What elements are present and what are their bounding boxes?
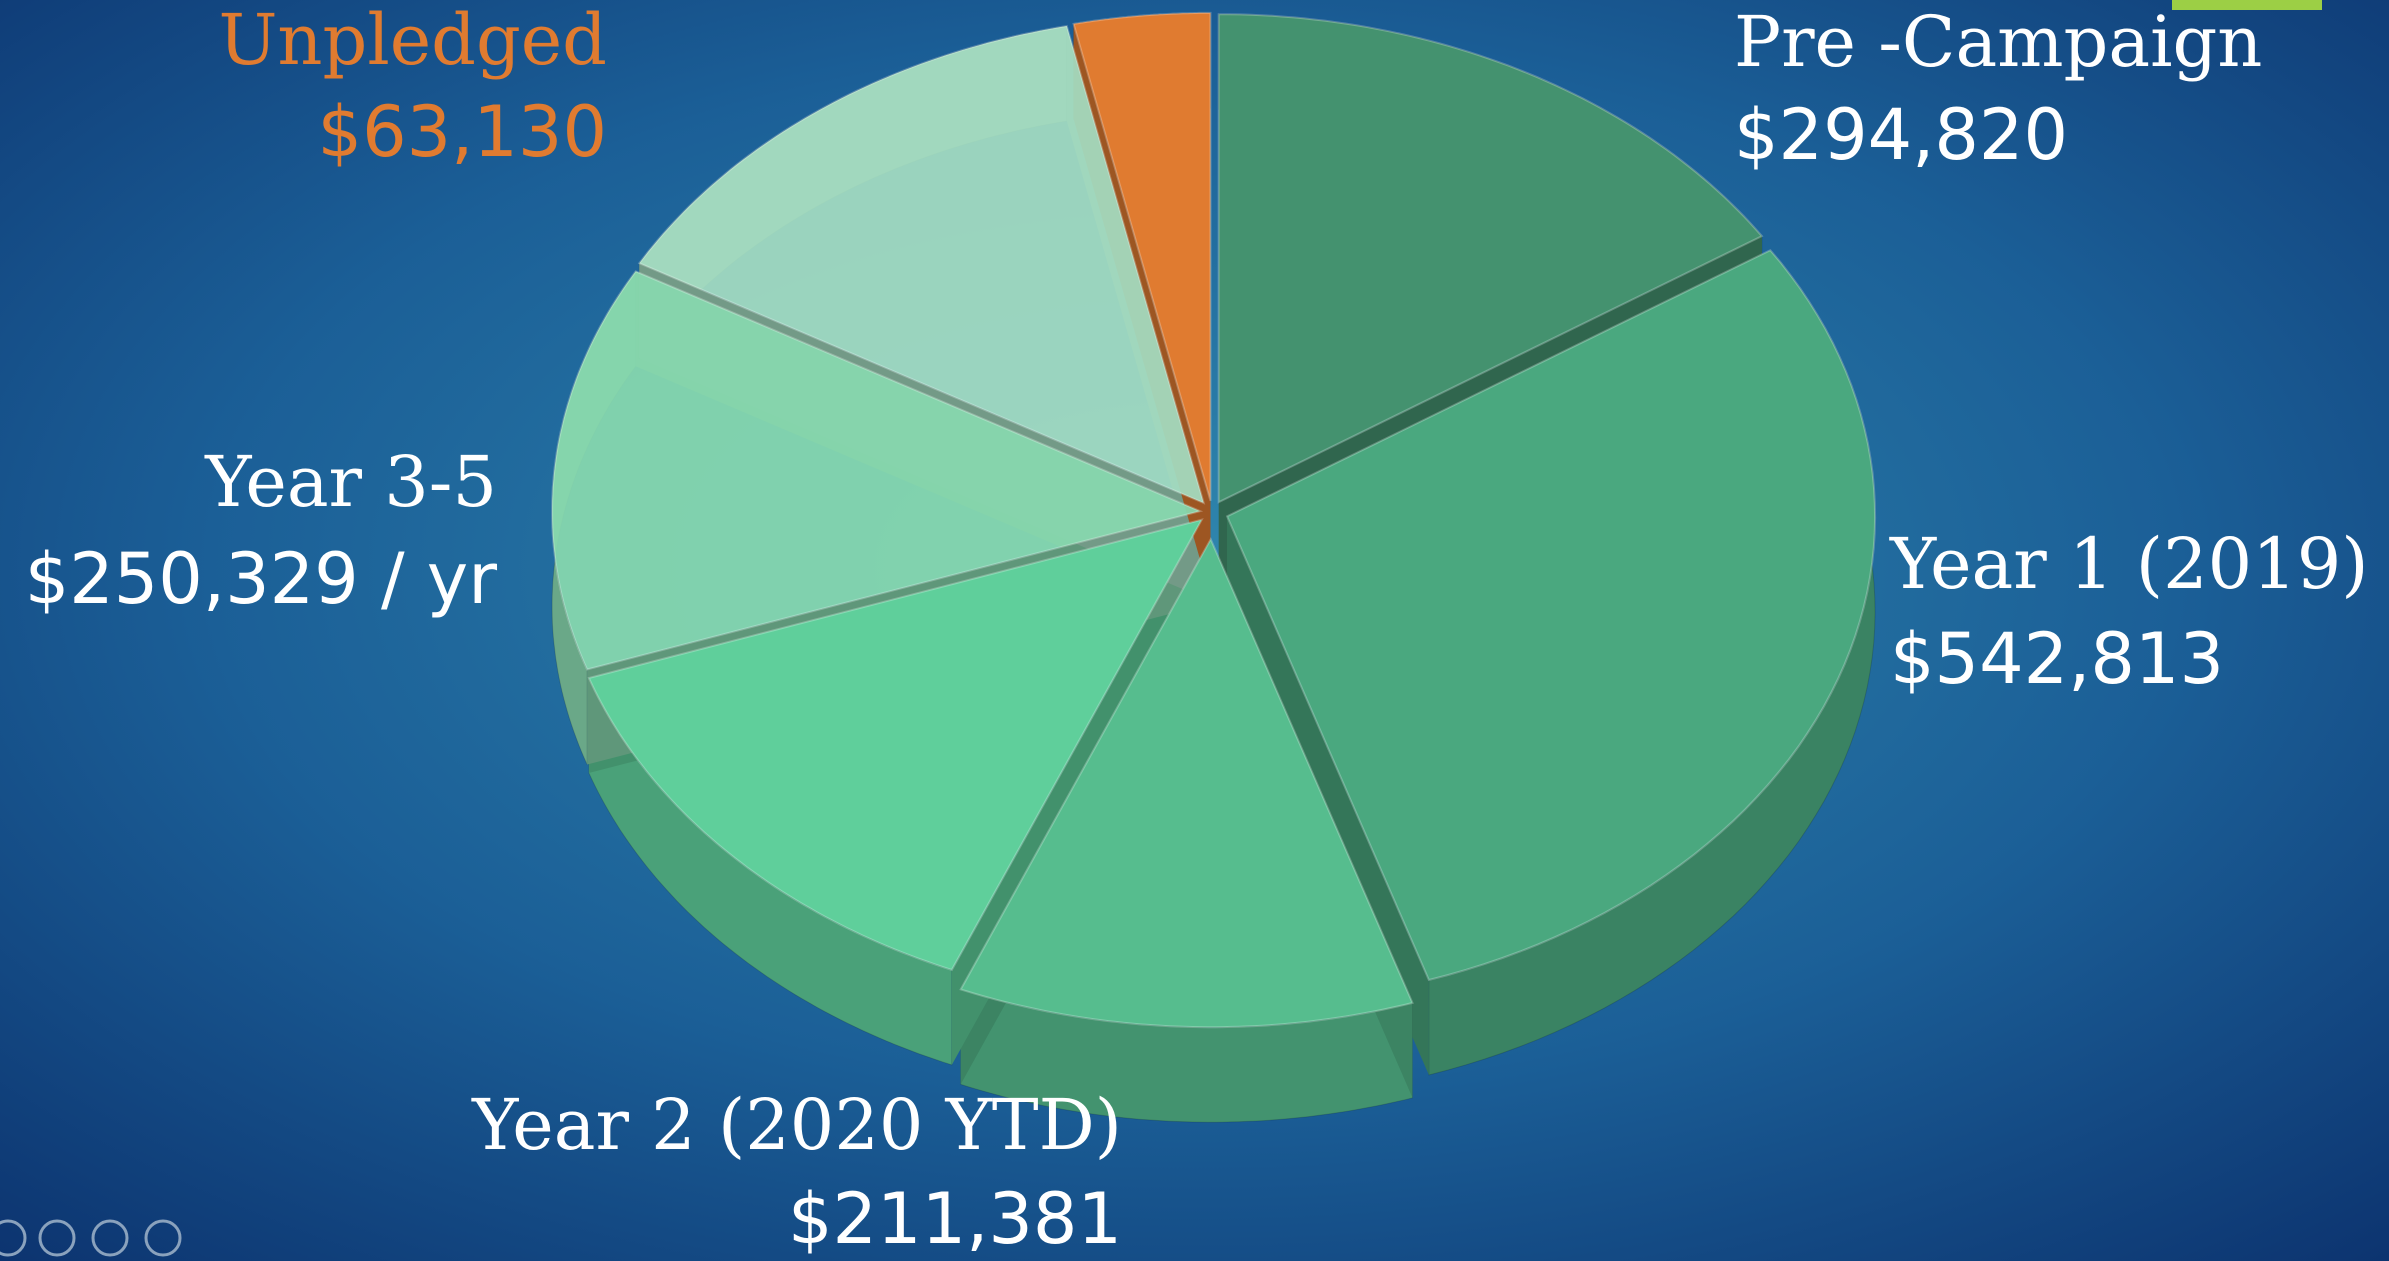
value-label: $211,381 — [788, 1178, 1122, 1260]
pen-button[interactable] — [0, 1219, 27, 1257]
corner-tab — [2172, 0, 2322, 10]
slice — [551, 270, 1204, 671]
slice-label: Pre -Campaign — [1734, 1, 2262, 83]
slice — [637, 24, 1206, 505]
labels: Pre -Campaign $294,820 Year 1 (2019) $542,8… — [25, 0, 2369, 1260]
slice — [1225, 248, 1877, 982]
zoom-button[interactable] — [91, 1219, 129, 1257]
more-button[interactable] — [144, 1219, 182, 1257]
value-label: $294,820 — [1734, 94, 2068, 176]
slice-label: Year 2 (2020 YTD) — [471, 1084, 1122, 1166]
value-label: $63,130 — [318, 91, 607, 173]
slide-controls — [0, 1219, 182, 1257]
slice — [1217, 13, 1764, 504]
slice — [959, 536, 1414, 1029]
slice — [587, 518, 1204, 972]
slice-label: Year 1 (2019) — [1889, 523, 2369, 605]
pie — [551, 11, 1877, 1123]
slice-label: Year 3-5 — [204, 441, 497, 523]
slice — [1072, 11, 1212, 502]
slides-button[interactable] — [38, 1219, 76, 1257]
value-label: $250,329 / yr — [25, 538, 498, 620]
value-label: $542,813 — [1890, 618, 2224, 700]
slice-label: Unpledged — [218, 0, 607, 81]
